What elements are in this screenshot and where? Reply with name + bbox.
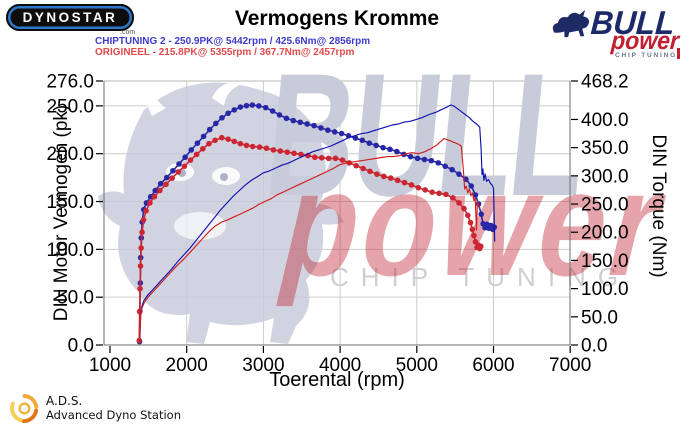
run-legend: CHIPTUNING 2 - 250.9PK@ 5442rpm / 425.6N… xyxy=(95,36,370,58)
dynostar-domain-text: .com xyxy=(120,29,136,36)
legend-line-chiptuning2: CHIPTUNING 2 - 250.9PK@ 5442rpm / 425.6N… xyxy=(95,36,371,47)
watermark-power-text: power xyxy=(278,139,671,307)
dynostar-logo-text: DYNOSTAR xyxy=(22,10,118,25)
bullpower-logo-red-bar xyxy=(677,48,680,59)
y-right-tick-label: 0.0 xyxy=(581,336,607,357)
y-left-tick-label: 0.0 xyxy=(68,336,94,357)
x-axis-title: Toerental (rpm) xyxy=(269,369,405,391)
y-right-tick-label: 50.0 xyxy=(581,307,618,328)
y-right-axis-title: DIN Torque (Nm) xyxy=(648,134,669,278)
ads-swirl-icon xyxy=(10,393,39,424)
ads-full-name: Advanced Dyno Station xyxy=(46,408,181,422)
x-tick-label: 7000 xyxy=(549,355,591,376)
legend-line-origineel: ORIGINEEL - 215.8PK@ 5355rpm / 367.7Nm@ … xyxy=(95,47,355,58)
ads-abbreviation: A.D.S. xyxy=(46,394,83,408)
x-tick-label: 1000 xyxy=(89,355,131,376)
bull-silhouette-icon xyxy=(552,9,589,38)
page-title: Vermogens Kromme xyxy=(234,7,440,30)
bullpower-logo-power-text: power xyxy=(610,27,680,55)
y-left-axis-title: DIN Motor Vermogen (pk) xyxy=(51,104,72,322)
y-right-tick-label: 400.0 xyxy=(581,110,629,131)
bullpower-logo-chiptuning-text: CHIP TUNING xyxy=(615,52,677,59)
dynostar-logo: DYNOSTAR xyxy=(6,4,134,31)
bullpower-logo: BULL power CHIP TUNING xyxy=(548,2,694,64)
